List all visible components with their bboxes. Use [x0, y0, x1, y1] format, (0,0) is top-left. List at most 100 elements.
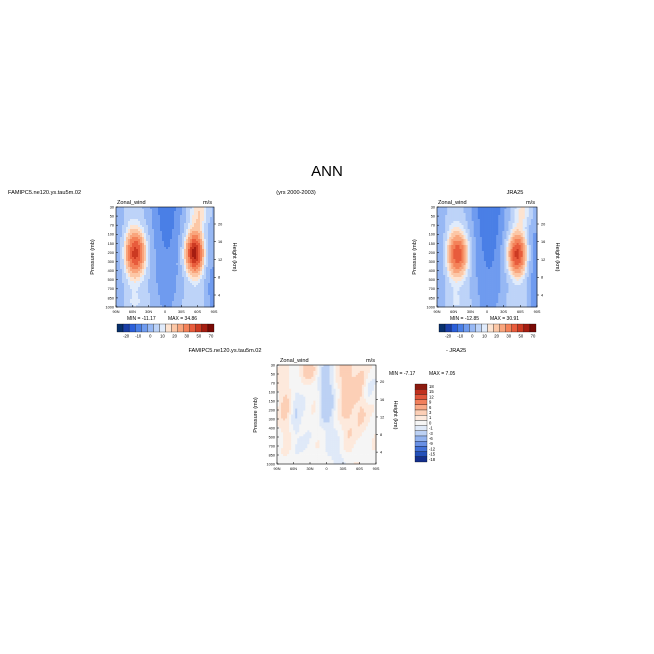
heatmap-cell — [148, 257, 151, 260]
heatmap-cell — [510, 237, 513, 240]
heatmap-cell — [134, 281, 137, 284]
heatmap-cell — [530, 253, 534, 256]
heatmap-cell — [463, 283, 466, 286]
heatmap-cell — [471, 261, 475, 264]
heatmap-cell — [158, 261, 161, 264]
heatmap-cell — [447, 251, 450, 254]
heatmap-cell — [492, 287, 495, 290]
heatmap-cell — [140, 265, 143, 268]
heatmap-cell — [508, 275, 511, 278]
heatmap-cell — [116, 287, 119, 290]
heatmap-cell — [196, 277, 199, 280]
heatmap-cell — [528, 221, 532, 224]
heatmap-cell — [467, 245, 470, 248]
heatmap-cell — [158, 289, 161, 292]
heatmap-cell — [449, 301, 452, 304]
heatmap-cell — [130, 253, 133, 256]
heatmap-cell — [192, 279, 195, 282]
heatmap-cell — [126, 263, 129, 266]
heatmap-cell — [124, 299, 127, 302]
heatmap-cell — [528, 251, 532, 254]
heatmap-cell — [204, 215, 207, 218]
heatmap-cell — [485, 271, 489, 274]
heatmap-cell — [120, 233, 123, 236]
heatmap-cell — [475, 247, 479, 250]
heatmap-cell — [124, 287, 127, 290]
heatmap-cell — [188, 209, 191, 212]
heatmap-cell — [134, 299, 137, 302]
heatmap-cell — [439, 293, 442, 296]
heatmap-cell — [132, 233, 135, 236]
heatmap-cell — [154, 253, 157, 256]
heatmap-cell — [530, 229, 534, 232]
heatmap-cell — [516, 255, 519, 258]
heatmap-cell — [196, 303, 199, 306]
heatmap-cell — [164, 229, 167, 232]
heatmap-cell — [518, 219, 522, 222]
heatmap-cell — [164, 269, 167, 272]
heatmap-cell — [455, 243, 458, 246]
heatmap-cell — [441, 221, 444, 224]
heatmap-cell — [514, 227, 517, 230]
heatmap-cell — [140, 215, 143, 218]
heatmap-cell — [144, 303, 147, 306]
heatmap-cell — [479, 213, 483, 216]
heatmap-cell — [162, 225, 165, 228]
heatmap-cell — [447, 243, 450, 246]
heatmap-cell — [520, 297, 524, 300]
heatmap-cell — [500, 221, 503, 224]
heatmap-cell — [194, 241, 197, 244]
heatmap-cell — [144, 293, 147, 296]
heatmap-cell — [126, 207, 129, 210]
heatmap-cell — [471, 305, 475, 308]
heatmap-cell — [502, 269, 505, 272]
heatmap-cell — [461, 287, 464, 290]
heatmap-cell — [202, 287, 205, 290]
heatmap-cell — [510, 257, 513, 260]
heatmap-cell — [170, 215, 173, 218]
heatmap-cell — [459, 277, 462, 280]
heatmap-cell — [150, 277, 153, 280]
heatmap-cell — [467, 279, 470, 282]
heatmap-cell — [447, 235, 450, 238]
heatmap-cell — [212, 211, 215, 214]
heatmap-cell — [532, 255, 536, 258]
heatmap-cell — [200, 297, 203, 300]
heatmap-cell — [174, 227, 177, 230]
heatmap-cell — [479, 251, 483, 254]
heatmap-cell — [532, 235, 536, 238]
heatmap-cell — [506, 305, 509, 308]
heatmap-cell — [158, 303, 161, 306]
heatmap-cell — [469, 245, 473, 248]
heatmap-cell — [156, 233, 159, 236]
heatmap-cell — [508, 261, 511, 264]
heatmap-cell — [508, 243, 511, 246]
heatmap-cell — [176, 243, 179, 246]
heatmap-cell — [490, 297, 493, 300]
heatmap-cell — [158, 221, 161, 224]
heatmap-cell — [506, 229, 509, 232]
heatmap-cell — [190, 213, 193, 216]
heatmap-cell — [534, 279, 538, 282]
heatmap-cell — [148, 299, 151, 302]
heatmap-cell — [138, 289, 141, 292]
heatmap-cell — [439, 305, 442, 308]
heatmap-cell — [485, 249, 489, 252]
heatmap-cell — [500, 293, 503, 296]
heatmap-cell — [492, 251, 495, 254]
heatmap-cell — [483, 233, 487, 236]
heatmap-cell — [528, 267, 532, 270]
heatmap-cell — [528, 277, 532, 280]
heatmap-cell — [530, 247, 534, 250]
heatmap-cell — [126, 211, 129, 214]
heatmap-cell — [492, 245, 495, 248]
heatmap-cell — [154, 289, 157, 292]
heatmap-cell — [512, 285, 515, 288]
heatmap-cell — [132, 241, 135, 244]
heatmap-cell — [494, 231, 497, 234]
heatmap-cell — [178, 243, 181, 246]
heatmap-cell — [120, 209, 123, 212]
heatmap-cell — [116, 259, 119, 262]
heatmap-cell — [447, 273, 450, 276]
heatmap-cell — [150, 297, 153, 300]
